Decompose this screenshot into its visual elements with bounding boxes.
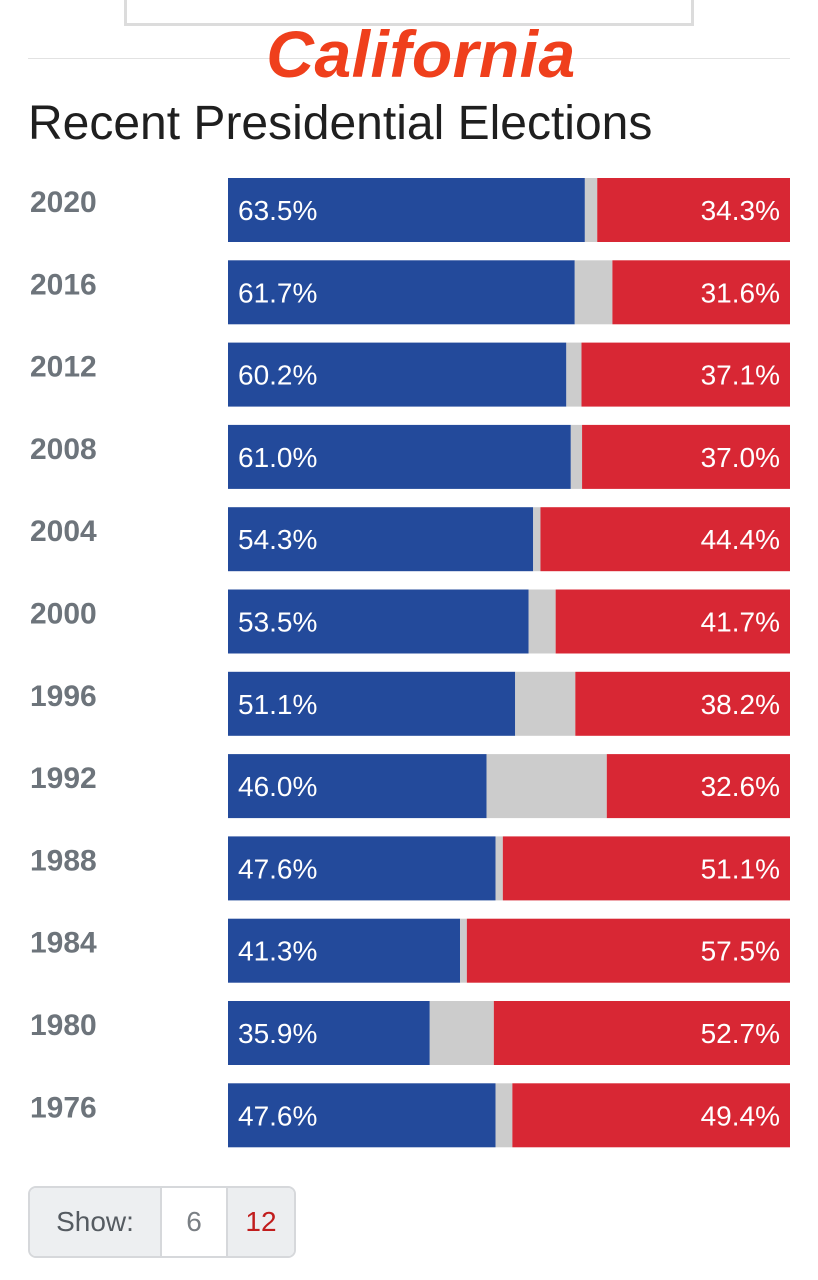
year-label-2004: 2004 <box>30 515 97 548</box>
bar-democrat-2016 <box>228 260 575 325</box>
democrat-value-1996: 51.1% <box>238 689 317 720</box>
democrat-value-1992: 46.0% <box>238 771 317 802</box>
top-box <box>124 0 694 26</box>
bar-republican-1980 <box>493 1001 790 1065</box>
democrat-value-2012: 60.2% <box>238 360 317 391</box>
republican-value-2004: 44.4% <box>701 524 780 555</box>
democrat-value-1984: 41.3% <box>238 936 317 967</box>
democrat-value-1988: 47.6% <box>238 853 317 884</box>
bar-republican-1976 <box>512 1083 790 1148</box>
year-label-1996: 1996 <box>30 680 97 713</box>
bar-republican-2016 <box>612 260 790 325</box>
bar-republican-2000 <box>555 589 790 654</box>
bar-democrat-1976 <box>228 1083 496 1148</box>
bar-other-2008 <box>570 424 583 489</box>
democrat-value-2016: 61.7% <box>238 277 317 308</box>
year-label-1984: 1984 <box>30 927 97 960</box>
bar-other-1980 <box>429 1001 494 1065</box>
republican-value-1988: 51.1% <box>701 853 780 884</box>
bar-other-1988 <box>495 836 503 901</box>
chart-title: Recent Presidential Elections <box>28 97 653 150</box>
republican-value-1980: 52.7% <box>701 1018 780 1049</box>
year-label-2012: 2012 <box>30 351 97 384</box>
year-label-1980: 1980 <box>30 1009 97 1042</box>
bar-other-2000 <box>528 589 556 654</box>
bar-other-1976 <box>495 1083 513 1148</box>
democrat-value-1980: 35.9% <box>238 1018 317 1049</box>
republican-value-1976: 49.4% <box>701 1100 780 1131</box>
header-divider <box>28 58 790 59</box>
bar-republican-2004 <box>540 507 790 572</box>
year-label-1988: 1988 <box>30 844 97 877</box>
bar-republican-1996 <box>575 671 790 736</box>
bar-democrat-2000 <box>228 589 529 654</box>
bar-republican-1984 <box>466 918 790 983</box>
bar-republican-2008 <box>582 424 790 489</box>
bar-democrat-1980 <box>228 1001 430 1065</box>
bar-other-1992 <box>486 754 607 819</box>
year-label-2020: 2020 <box>30 186 97 219</box>
democrat-value-1976: 47.6% <box>238 1100 317 1131</box>
bar-democrat-1996 <box>228 671 516 736</box>
bar-democrat-2004 <box>228 507 534 572</box>
year-label-2016: 2016 <box>30 268 97 301</box>
bar-republican-2020 <box>597 178 790 242</box>
bar-democrat-1984 <box>228 918 461 983</box>
year-label-1976: 1976 <box>30 1091 97 1124</box>
bar-other-2020 <box>584 178 598 242</box>
show-count-selector: Show: 6 12 <box>28 1186 296 1258</box>
bar-other-1996 <box>515 671 576 736</box>
republican-value-1992: 32.6% <box>701 771 780 802</box>
republican-value-2016: 31.6% <box>701 277 780 308</box>
bar-other-2012 <box>566 342 582 407</box>
bar-democrat-2008 <box>228 424 571 489</box>
bar-republican-2012 <box>581 342 790 407</box>
year-label-1992: 1992 <box>30 762 97 795</box>
bar-democrat-1988 <box>228 836 496 901</box>
bar-democrat-2020 <box>228 178 585 242</box>
democrat-value-2000: 53.5% <box>238 607 317 638</box>
show-6-button[interactable]: 6 <box>162 1188 228 1256</box>
democrat-value-2008: 61.0% <box>238 442 317 473</box>
show-label: Show: <box>30 1188 162 1256</box>
show-12-button[interactable]: 12 <box>228 1188 294 1256</box>
state-title: California <box>266 17 576 91</box>
republican-value-1996: 38.2% <box>701 689 780 720</box>
bar-republican-1988 <box>502 836 790 901</box>
republican-value-1984: 57.5% <box>701 936 780 967</box>
bar-other-2004 <box>533 507 541 572</box>
bar-democrat-1992 <box>228 754 487 819</box>
bar-democrat-2012 <box>228 342 567 407</box>
republican-value-2012: 37.1% <box>701 360 780 391</box>
bar-other-1984 <box>460 918 467 983</box>
democrat-value-2004: 54.3% <box>238 524 317 555</box>
democrat-value-2020: 63.5% <box>238 195 317 226</box>
year-label-2008: 2008 <box>30 433 97 466</box>
bar-other-2016 <box>574 260 613 325</box>
republican-value-2000: 41.7% <box>701 607 780 638</box>
bar-republican-1992 <box>606 754 790 819</box>
republican-value-2020: 34.3% <box>701 195 780 226</box>
republican-value-2008: 37.0% <box>701 442 780 473</box>
year-label-2000: 2000 <box>30 598 97 631</box>
